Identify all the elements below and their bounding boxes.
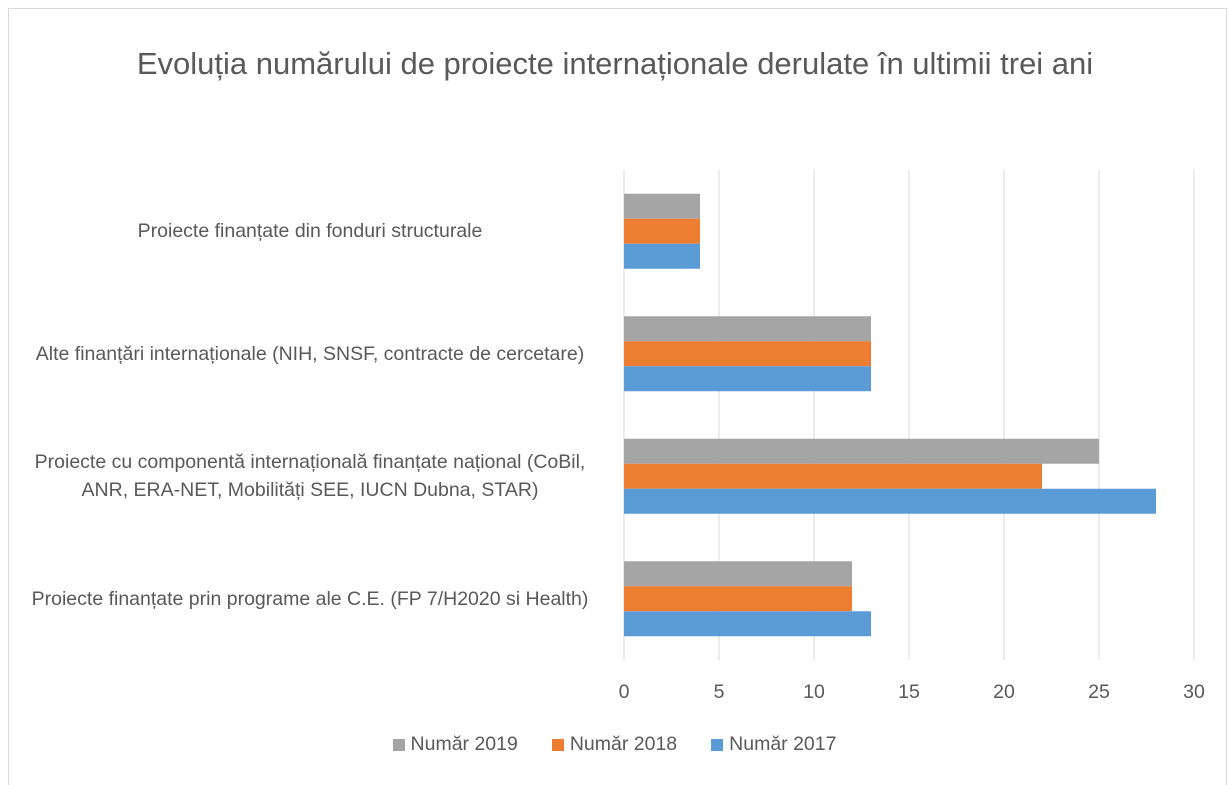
- legend-swatch: [551, 738, 564, 751]
- legend-label: Număr 2019: [410, 733, 518, 755]
- bar: [624, 611, 871, 637]
- bar: [624, 193, 700, 219]
- legend-swatch: [711, 738, 724, 751]
- legend-swatch: [392, 738, 405, 751]
- y-tick-label: Alte finanțări internaționale (NIH, SNSF…: [35, 342, 585, 365]
- legend-item: Număr 2017: [711, 733, 836, 756]
- bar: [624, 341, 871, 367]
- bar: [624, 561, 852, 587]
- chart-border: [8, 8, 1227, 785]
- bar: [624, 243, 700, 269]
- x-tick-label: 30: [1183, 681, 1205, 703]
- bar: [624, 438, 1099, 464]
- x-tick-label: 15: [898, 681, 920, 703]
- x-tick-label: 10: [803, 681, 825, 703]
- y-tick-label: Proiecte finanțate din fonduri structura…: [137, 220, 483, 243]
- x-tick-label: 20: [993, 681, 1015, 703]
- y-tick-label: Proiecte finanțate prin programe ale C.E…: [31, 587, 589, 610]
- bar: [624, 218, 700, 244]
- legend-label: Număr 2017: [729, 733, 837, 755]
- y-tick-label: Proiecte cu componentă internațională fi…: [34, 451, 586, 502]
- legend-item: Număr 2018: [551, 733, 678, 756]
- x-tick-label: 5: [714, 681, 725, 703]
- legend-label: Număr 2018: [569, 733, 678, 755]
- chart-title: Evoluția numărului de proiecte internați…: [136, 46, 1094, 81]
- bar: [624, 366, 871, 392]
- x-tick-label: 0: [619, 681, 630, 703]
- bar: [624, 463, 1042, 489]
- bar: [624, 488, 1156, 514]
- legend-item: Număr 2019: [392, 733, 518, 756]
- bar: [624, 316, 871, 342]
- legend: Număr 2019 Număr 2018 Număr 2017: [0, 733, 1229, 756]
- bar: [624, 586, 852, 612]
- x-tick-label: 25: [1088, 681, 1110, 703]
